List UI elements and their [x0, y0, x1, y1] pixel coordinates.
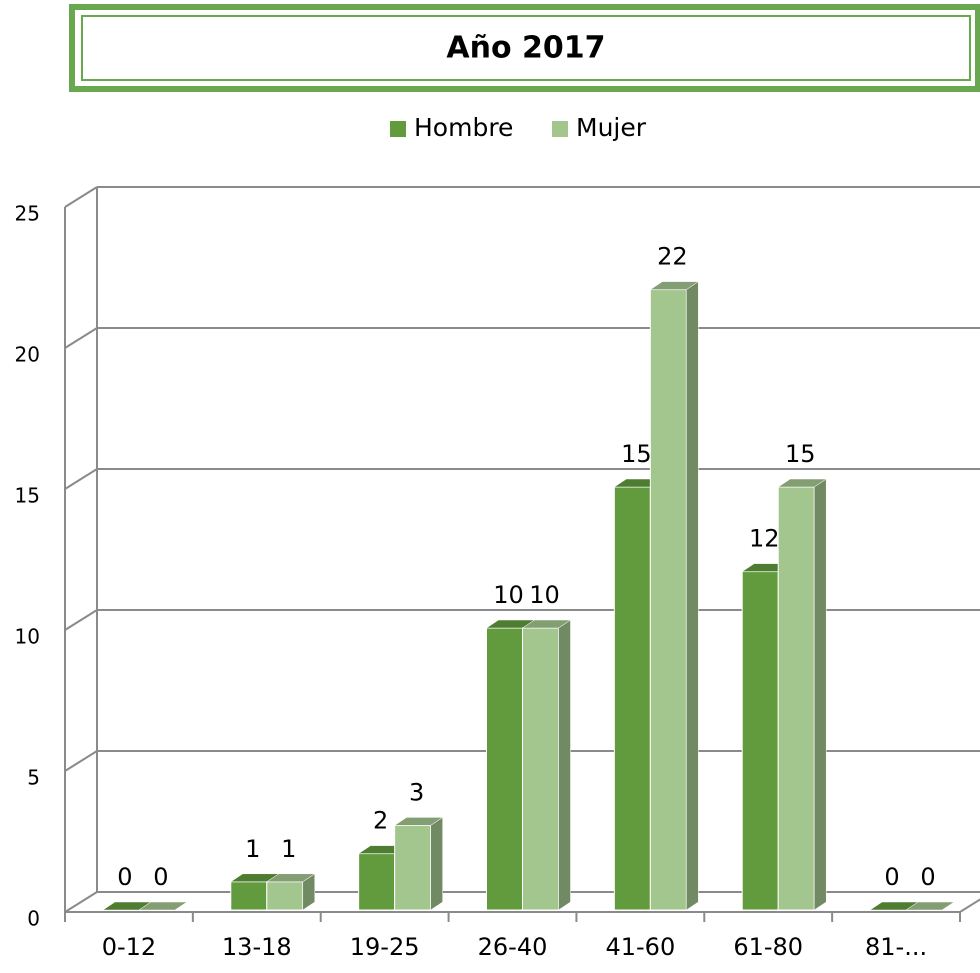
bar-side: [430, 816, 443, 911]
x-tick-label: 13-18: [222, 933, 292, 961]
floor-right: [959, 898, 980, 913]
bar-top: [138, 901, 188, 911]
value-label: 1: [245, 835, 260, 863]
grid-side: [64, 891, 98, 913]
legend-swatch: [390, 121, 406, 137]
x-tick-label: 0-12: [102, 933, 156, 961]
value-label: 0: [920, 863, 935, 891]
grid-side: [64, 186, 98, 208]
bar-top: [521, 619, 572, 629]
x-tick-label: 19-25: [350, 933, 420, 961]
bar: [265, 873, 316, 911]
bar-top: [777, 478, 828, 488]
bar-front: [649, 289, 687, 911]
x-tick-label: 61-80: [733, 933, 803, 961]
x-tick-label: 41-60: [605, 933, 675, 961]
grid-side: [64, 609, 98, 631]
y-tick-label: 25: [15, 202, 40, 226]
bar: [521, 619, 572, 911]
y-tick-label: 0: [27, 907, 40, 931]
legend-label: Hombre: [414, 113, 513, 142]
value-label: 15: [621, 440, 652, 468]
x-tick-label: 81-...: [865, 933, 927, 961]
bar-top: [265, 873, 316, 883]
bar: [393, 816, 444, 911]
value-label: 15: [785, 440, 816, 468]
value-label: 0: [884, 863, 899, 891]
bar-side: [813, 478, 827, 911]
bar-front: [486, 627, 523, 911]
bar-front: [230, 881, 268, 911]
value-label: 2: [373, 807, 388, 835]
grid-side: [64, 327, 98, 349]
bar-side: [558, 619, 571, 911]
bar-front: [358, 853, 396, 911]
bar: [138, 901, 188, 911]
y-tick-label: 15: [15, 484, 40, 508]
bar-top: [393, 817, 444, 826]
value-label: 0: [117, 863, 132, 891]
grid-side: [64, 750, 98, 772]
chart-title: Año 2017: [446, 31, 605, 66]
title-frame: [69, 4, 980, 92]
y-tick-label: 5: [27, 766, 40, 790]
bar-front: [266, 881, 304, 911]
bar-side: [686, 281, 699, 911]
grid-side: [64, 468, 98, 490]
legend-swatch: [552, 121, 568, 137]
bar-front: [394, 824, 432, 911]
title-inner-frame: [81, 15, 971, 81]
value-label: 22: [657, 243, 688, 271]
bar: [649, 281, 700, 911]
bar-front: [613, 486, 651, 911]
value-label: 10: [493, 581, 524, 609]
bar-front: [522, 627, 559, 911]
legend-label: Mujer: [576, 113, 647, 142]
value-label: 3: [409, 778, 424, 806]
y-tick-label: 20: [15, 343, 40, 367]
value-label: 1: [281, 835, 296, 863]
bar-front: [741, 571, 779, 911]
bar-top: [905, 901, 955, 911]
bar: [905, 901, 955, 911]
x-tick-label: 26-40: [478, 933, 548, 961]
bar: [777, 478, 828, 911]
value-label: 0: [153, 863, 168, 891]
bar-top: [649, 281, 700, 290]
value-label: 12: [749, 525, 780, 553]
value-label: 10: [529, 581, 560, 609]
y-tick-label: 10: [15, 625, 40, 649]
bar-front: [777, 486, 815, 911]
